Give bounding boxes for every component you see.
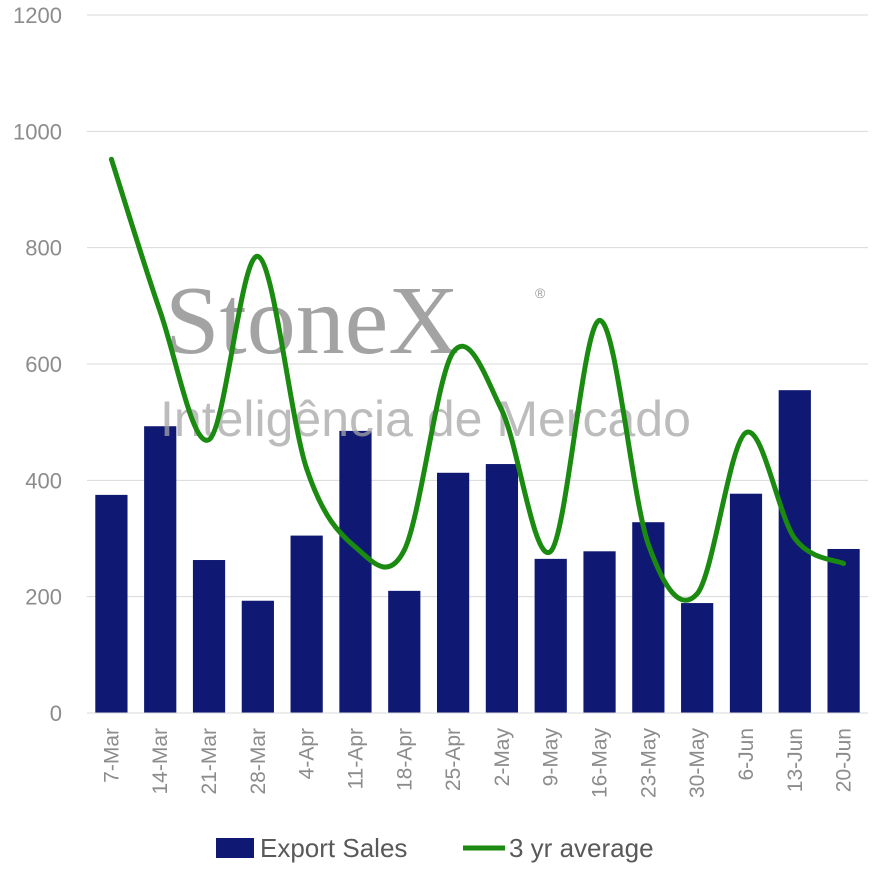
bar-export-sales-20-Jun <box>827 548 860 713</box>
legend-label-export-sales: Export Sales <box>260 833 407 863</box>
bar-export-sales-14-Mar <box>144 426 177 713</box>
bar-export-sales-21-Mar <box>192 560 226 713</box>
bar-export-sales-25-Apr <box>436 472 470 713</box>
x-tick-label: 21-Mar <box>198 728 221 795</box>
x-tick-label: 2-May <box>491 728 514 787</box>
bar-export-sales-9-May <box>534 558 567 713</box>
x-tick-label: 28-Mar <box>247 728 270 795</box>
y-tick-label: 800 <box>25 236 62 261</box>
x-tick-label: 23-May <box>637 728 660 799</box>
bar-export-sales-11-Apr <box>339 430 372 713</box>
three-yr-average-line <box>108 156 847 603</box>
legend: Export Sales 3 yr average <box>216 833 654 863</box>
x-tick-label: 25-Apr <box>442 728 465 791</box>
x-tick-label: 7-Mar <box>100 728 123 783</box>
y-axis: 0 200 400 600 800 1000 1200 <box>13 3 62 726</box>
bar-export-sales-18-Apr <box>388 590 421 713</box>
x-axis: 7-Mar 14-Mar 21-Mar 28-Mar 4-Apr 11-Apr 18-Apr… <box>100 728 855 799</box>
y-tick-label: 1200 <box>13 3 62 28</box>
bar-export-sales-30-May <box>681 603 714 713</box>
y-tick-label: 0 <box>50 701 62 726</box>
x-tick-label: 4-Apr <box>296 728 319 779</box>
x-tick-label: 11-Apr <box>344 728 367 789</box>
x-tick-label: 30-May <box>686 728 709 799</box>
watermark-subtitle: Inteligência de Mercado <box>160 391 691 447</box>
legend-label-three-yr-average: 3 yr average <box>509 833 654 863</box>
bar-export-sales-4-Apr <box>290 535 323 713</box>
legend-swatch-export-sales <box>216 838 254 858</box>
x-tick-label: 9-May <box>540 728 563 787</box>
y-tick-label: 400 <box>25 468 62 493</box>
bar-export-sales-6-Jun <box>729 493 763 713</box>
bar-export-sales-23-May <box>632 522 665 713</box>
bar-export-sales-2-May <box>485 464 519 713</box>
y-tick-label: 1000 <box>13 119 62 144</box>
x-tick-label: 20-Jun <box>833 728 856 792</box>
bar-export-sales-28-Mar <box>241 600 274 713</box>
watermark-brand: StoneX <box>165 267 459 375</box>
x-tick-label: 18-Apr <box>393 728 416 791</box>
watermark-registered-mark: ® <box>535 285 546 301</box>
x-tick-label: 13-Jun <box>784 728 807 792</box>
bar-export-sales-16-May <box>583 551 616 713</box>
x-tick-label: 16-May <box>589 728 612 799</box>
y-tick-label: 200 <box>25 585 62 610</box>
y-tick-label: 600 <box>25 352 62 377</box>
watermark: StoneX ® Inteligência de Mercado <box>160 267 691 447</box>
x-tick-label: 6-Jun <box>735 728 758 781</box>
x-tick-label: 14-Mar <box>149 728 172 795</box>
bar-export-sales-7-Mar <box>95 494 128 713</box>
